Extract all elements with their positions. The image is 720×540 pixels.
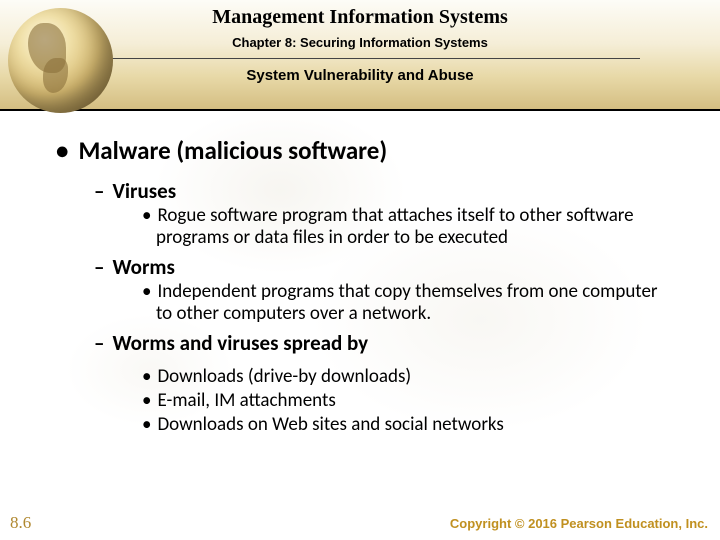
title-divider	[80, 58, 640, 59]
slide-footer: 8.6 Copyright © 2016 Pearson Education, …	[0, 512, 720, 540]
dash-icon: –	[94, 330, 104, 356]
bullet-icon: •	[142, 413, 151, 436]
level1-text: Malware (malicious software)	[78, 135, 387, 166]
level2-text: Viruses	[112, 178, 176, 204]
bullet-level1: • Malware (malicious software)	[56, 135, 670, 166]
level3-text: Downloads on Web sites and social networ…	[157, 413, 503, 436]
level2-text: Worms	[112, 254, 174, 280]
level3-text: Independent programs that copy themselve…	[156, 280, 658, 325]
bullet-level2: –Viruses	[94, 178, 670, 204]
bullet-level3: • E-mail, IM attachments	[142, 390, 670, 412]
dash-icon: –	[94, 254, 104, 280]
level2-text: Worms and viruses spread by	[112, 330, 368, 356]
bullet-level3: • Downloads on Web sites and social netwo…	[142, 414, 670, 436]
bullet-icon: •	[142, 365, 151, 388]
level3-text: Rogue software program that attaches its…	[156, 204, 634, 249]
bullet-icon: •	[56, 135, 68, 166]
slide-header: Management Information Systems Chapter 8…	[0, 0, 720, 111]
globe-icon	[8, 8, 113, 113]
bullet-icon: •	[142, 204, 151, 227]
level3-text: Downloads (drive-by downloads)	[157, 365, 411, 388]
bullet-level3: •Rogue software program that attaches it…	[142, 205, 670, 250]
level3-text: E-mail, IM attachments	[157, 389, 335, 412]
dash-icon: –	[94, 178, 104, 204]
bullet-icon: •	[142, 280, 151, 303]
bullet-level2: –Worms and viruses spread by	[94, 330, 670, 356]
slide-number: 8.6	[10, 513, 31, 533]
copyright-text: Copyright © 2016 Pearson Education, Inc.	[450, 516, 708, 531]
bullet-icon: •	[142, 389, 151, 412]
bullet-level3: • Downloads (drive-by downloads)	[142, 366, 670, 388]
bullet-level3: •Independent programs that copy themselv…	[142, 281, 670, 326]
slide-body: •Malware (malicious software) –Viruses •…	[0, 111, 720, 437]
bullet-level2: –Worms	[94, 254, 670, 280]
